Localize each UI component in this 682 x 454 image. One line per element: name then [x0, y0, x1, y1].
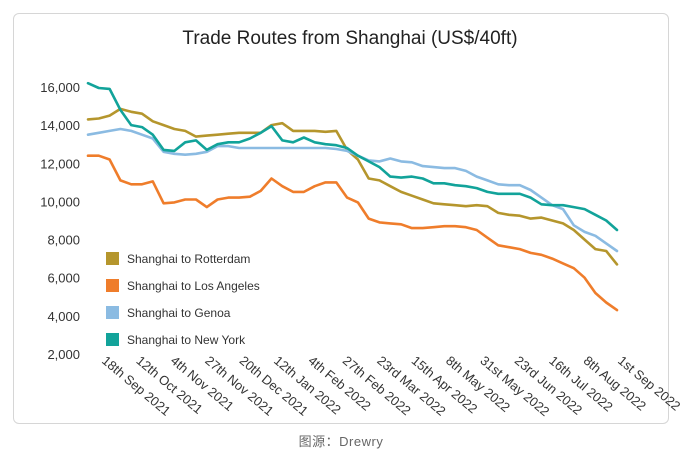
source-caption: 图源：Drewry: [298, 434, 384, 449]
series-line-shanghai-to-los-angeles: [86, 154, 619, 312]
legend: Shanghai to Rotterdam Shanghai to Los Ang…: [106, 252, 260, 347]
y-tick-label: 6,000: [47, 271, 80, 286]
legend-swatch: [106, 279, 119, 292]
series-lines: [86, 81, 619, 312]
legend-label: Shanghai to New York: [127, 333, 246, 347]
chart-title: Trade Routes from Shanghai (US$/40ft): [182, 28, 517, 49]
y-tick-label: 4,000: [47, 309, 80, 324]
series-line-shanghai-to-genoa: [86, 127, 619, 253]
y-tick-label: 12,000: [40, 156, 80, 171]
y-axis: 16,000 14,000 12,000 10,000 8,000 6,000 4,000 2…: [40, 80, 80, 362]
legend-label: Shanghai to Los Angeles: [127, 279, 260, 293]
legend-swatch: [106, 306, 119, 319]
chart-card: [13, 13, 669, 424]
legend-swatch: [106, 252, 119, 265]
series-line-shanghai-to-new-york: [86, 81, 619, 232]
series-line-shanghai-to-rotterdam: [86, 107, 619, 266]
y-tick-label: 8,000: [47, 233, 80, 248]
y-tick-label: 2,000: [47, 347, 80, 362]
legend-swatch: [106, 333, 119, 346]
y-tick-label: 10,000: [40, 194, 80, 209]
y-tick-label: 16,000: [40, 80, 80, 95]
legend-label: Shanghai to Rotterdam: [127, 252, 250, 266]
legend-label: Shanghai to Genoa: [127, 306, 231, 320]
y-tick-label: 14,000: [40, 118, 80, 133]
